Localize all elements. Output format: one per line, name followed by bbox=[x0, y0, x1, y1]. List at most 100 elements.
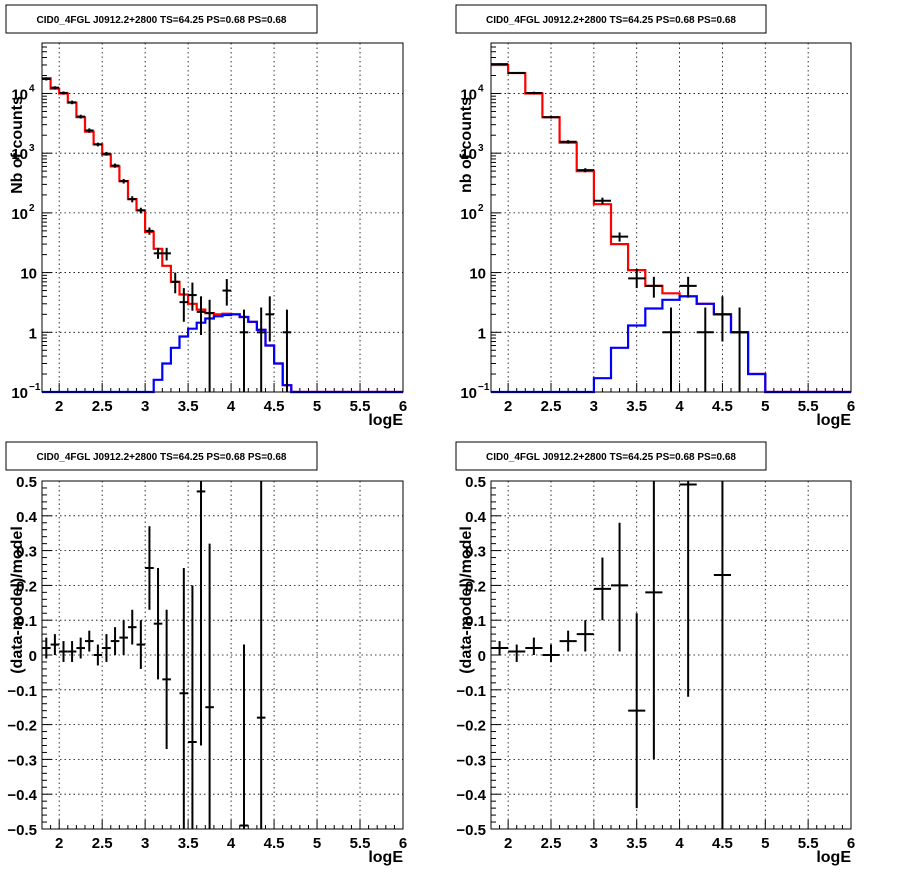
data-point-5 bbox=[559, 140, 577, 144]
data-point-11 bbox=[127, 196, 137, 203]
data-point-12 bbox=[679, 276, 697, 298]
plot-frame bbox=[41, 42, 404, 393]
data-point-3 bbox=[525, 91, 543, 95]
data-point-7 bbox=[93, 644, 103, 666]
data-point-14 bbox=[713, 296, 731, 342]
y-axis-label: Nb of counts bbox=[9, 96, 26, 194]
data-point-5 bbox=[76, 114, 85, 119]
data-point-20 bbox=[205, 299, 214, 392]
data-point-16 bbox=[179, 568, 189, 829]
y-tick-label: 10 bbox=[460, 385, 477, 402]
chart-panel-4: 2 2.5 3 3.5 4 4.5 5 5.5 6 −0.5 −0.4 −0.3 −0.2 −0.1 0 0.… bbox=[455, 441, 855, 866]
x-tick-label: 4 bbox=[227, 398, 236, 415]
plot-frame bbox=[490, 42, 852, 393]
plot-frame bbox=[490, 480, 852, 830]
data-point-16 bbox=[170, 272, 180, 294]
data-point-14 bbox=[153, 568, 163, 680]
x-tick-label: 3.5 bbox=[626, 398, 647, 415]
y-tick-label: −0.3 bbox=[456, 752, 486, 769]
y-tick-label: 10 bbox=[11, 86, 28, 103]
data-point-10 bbox=[119, 620, 128, 655]
data-point-8 bbox=[611, 232, 629, 242]
data-point-6 bbox=[84, 630, 94, 652]
x-tick-label: 3.5 bbox=[178, 835, 199, 852]
x-tick-label: 5 bbox=[313, 835, 321, 852]
chart-title: CID0_4FGL J0912.2+2800 TS=64.25 PS=0.68 … bbox=[37, 15, 287, 26]
y-tick-exponent: 4 bbox=[29, 83, 35, 94]
y-tick-label: 1 bbox=[29, 325, 37, 342]
data-point-6 bbox=[84, 128, 94, 133]
x-tick-label: 2 bbox=[55, 398, 63, 415]
data-point-5 bbox=[559, 630, 577, 652]
data-point-19 bbox=[196, 296, 206, 336]
y-tick-label: −0.4 bbox=[7, 787, 37, 804]
data-point-1 bbox=[491, 641, 509, 655]
y-tick-exponent: 2 bbox=[478, 203, 484, 214]
data-point-12 bbox=[136, 207, 146, 214]
y-tick-label: −0.4 bbox=[456, 787, 486, 804]
data-point-21 bbox=[256, 481, 266, 829]
data-point-4 bbox=[67, 100, 77, 105]
data-point-3 bbox=[59, 91, 68, 95]
data-point-9 bbox=[110, 163, 120, 168]
x-tick-label: 2 bbox=[504, 835, 512, 852]
data-point-2 bbox=[508, 72, 526, 75]
chart-panel-3: 2 2.5 3 3.5 4 4.5 5 5.5 6 −0.5 −0.4 −0.3 −0.2 −0.1 0 0.… bbox=[5, 441, 407, 866]
data-point-2 bbox=[50, 634, 60, 655]
data-point-12 bbox=[136, 620, 146, 669]
plot-frame bbox=[41, 480, 404, 830]
y-tick-label: 10 bbox=[469, 266, 486, 283]
x-tick-label: 2.5 bbox=[541, 398, 562, 415]
y-axis-label: (data-model)/model bbox=[458, 526, 475, 674]
y-tick-label: −0.1 bbox=[7, 683, 37, 700]
data-point-17 bbox=[179, 288, 189, 322]
data-point-11 bbox=[662, 307, 680, 392]
chart-title: CID0_4FGL J0912.2+2800 TS=64.25 PS=0.68 … bbox=[486, 15, 736, 26]
data-point-1 bbox=[42, 637, 51, 659]
data-point-5 bbox=[76, 637, 85, 659]
x-tick-label: 3.5 bbox=[178, 398, 199, 415]
y-tick-label: −0.1 bbox=[456, 683, 486, 700]
data-point-6 bbox=[576, 620, 594, 652]
y-tick-label: 0.5 bbox=[16, 474, 37, 491]
data-point-13 bbox=[145, 526, 154, 610]
data-point-8 bbox=[611, 522, 629, 652]
data-point-13 bbox=[145, 227, 154, 235]
x-tick-label: 2.5 bbox=[541, 835, 562, 852]
x-tick-label: 2 bbox=[504, 398, 512, 415]
y-tick-exponent: 4 bbox=[478, 83, 484, 94]
data-point-10 bbox=[645, 276, 663, 298]
y-tick-label: 10 bbox=[460, 146, 477, 163]
x-axis-label: logE bbox=[816, 412, 851, 429]
data-point-11 bbox=[127, 609, 137, 645]
y-tick-exponent: −1 bbox=[478, 382, 490, 393]
data-point-1 bbox=[42, 77, 51, 81]
data-point-20 bbox=[239, 644, 249, 829]
data-point-15 bbox=[162, 609, 171, 749]
x-tick-label: 2.5 bbox=[92, 398, 113, 415]
data-point-10 bbox=[645, 481, 663, 760]
x-tick-label: 5.5 bbox=[350, 398, 371, 415]
y-tick-label: 10 bbox=[460, 206, 477, 223]
data-point-15 bbox=[731, 307, 749, 392]
chart-title-box bbox=[455, 4, 767, 34]
data-point-4 bbox=[542, 115, 560, 119]
data-point-7 bbox=[593, 197, 611, 205]
x-tick-label: 4 bbox=[675, 398, 684, 415]
x-tick-label: 3 bbox=[590, 398, 598, 415]
data-point-7 bbox=[593, 557, 611, 621]
x-tick-label: 3 bbox=[590, 835, 598, 852]
x-tick-label: 5 bbox=[761, 398, 769, 415]
x-tick-label: 4.5 bbox=[712, 835, 733, 852]
chart-title-box bbox=[5, 441, 318, 471]
x-tick-label: 5 bbox=[761, 835, 769, 852]
x-tick-label: 2.5 bbox=[92, 835, 113, 852]
data-point-21 bbox=[222, 279, 232, 306]
data-point-4 bbox=[67, 641, 77, 662]
x-tick-label: 4.5 bbox=[264, 835, 285, 852]
x-axis-label: logE bbox=[816, 849, 851, 866]
y-tick-label: 0.4 bbox=[16, 509, 38, 526]
